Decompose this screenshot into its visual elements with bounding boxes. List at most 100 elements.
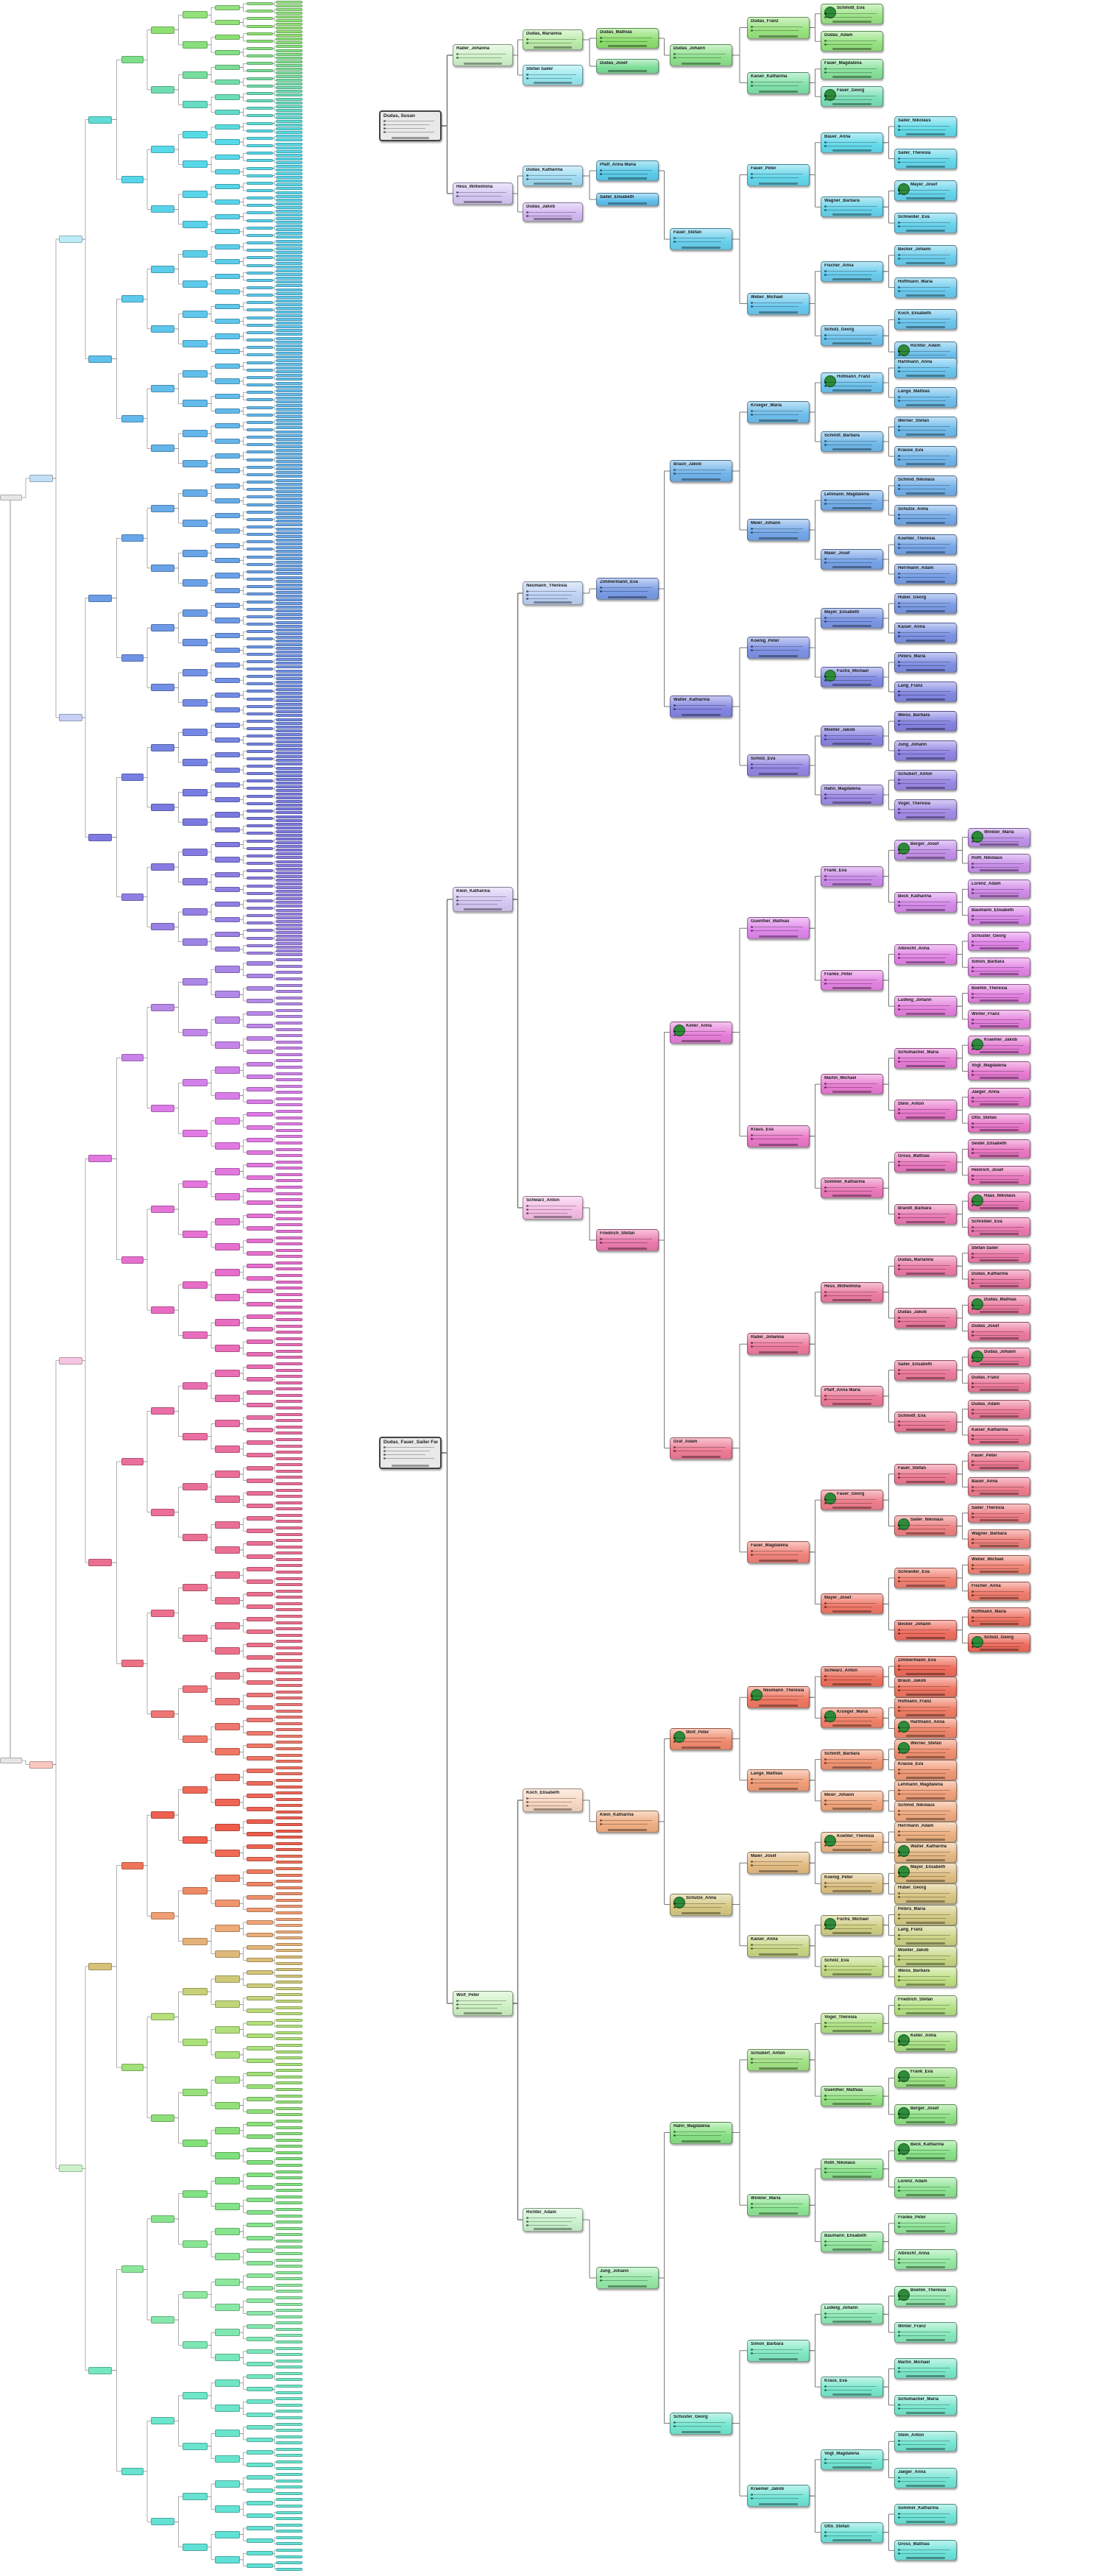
person-card[interactable]: Stefan Sailer [523, 65, 583, 85]
person-card[interactable]: Jung_Johann [596, 2267, 659, 2289]
person-card[interactable]: Schmitt_Barbara [821, 431, 883, 452]
person-card[interactable]: Schulz_Georg [821, 325, 883, 347]
person-card[interactable]: Koch_Elisabeth [894, 309, 957, 330]
person-card[interactable]: Dudas_Adam [821, 31, 883, 52]
person-card[interactable]: Heinrich_Josef [968, 1165, 1030, 1185]
person-card[interactable]: Dudas_Mathias [596, 28, 659, 49]
person-card[interactable]: Sommer_Katharina [821, 1178, 883, 1199]
person-card[interactable]: Schulze_Anna [894, 505, 957, 526]
person-card[interactable]: Vogel_Theresia [821, 2013, 883, 2034]
person-card[interactable]: Wagner_Barbara [968, 1529, 1030, 1549]
person-card[interactable]: Krause_Eva [894, 446, 957, 467]
person-card[interactable]: Guenther_Mathias [821, 2086, 883, 2107]
person-card[interactable]: Schwarz_Anton [821, 1666, 883, 1688]
person-card[interactable]: Koenig_Peter [747, 637, 810, 659]
person-card[interactable]: Seidel_Elisabeth [968, 1139, 1030, 1159]
person-card[interactable]: Zimmermann_Eva [894, 1656, 957, 1677]
person-card[interactable]: Fauer_Magdalena [747, 1540, 810, 1563]
person-card[interactable]: Koenig_Peter [821, 1873, 883, 1894]
person-card[interactable]: Otto_Stefan [821, 2522, 883, 2543]
person-card[interactable]: Beck_Katharina [894, 891, 957, 913]
person-card[interactable]: Braun_Jakob [670, 460, 732, 482]
root-person-card[interactable]: Dudas, Susan [379, 110, 442, 141]
person-card[interactable]: Peters_Maria [894, 652, 957, 673]
person-card[interactable]: Boehm_Theresia [894, 2285, 957, 2307]
person-card[interactable]: Dudas_Josef [968, 1321, 1030, 1341]
person-card[interactable]: Schubert_Anton [894, 770, 957, 790]
person-card[interactable]: Sailer_Elisabeth [596, 193, 659, 206]
person-card[interactable]: Graf_Adam [670, 1437, 732, 1459]
person-card[interactable]: Vogt_Magdalena [821, 2449, 883, 2470]
person-card[interactable]: Fuchs_Michael [821, 667, 883, 687]
person-card[interactable]: Hofmann_Franz [821, 372, 883, 393]
person-card[interactable]: Roth_Nikolaus [968, 853, 1030, 873]
person-card[interactable]: Dudas_Jakob [523, 202, 583, 222]
person-card[interactable]: Schmidt_Eva [821, 3, 883, 24]
person-card[interactable]: Roth_Nikolaus [821, 2158, 883, 2179]
person-card[interactable]: Keller_Anna [670, 1021, 732, 1044]
person-card[interactable]: Stein_Anton [894, 2431, 957, 2452]
person-card[interactable]: Jung_Johann [894, 740, 957, 761]
person-card[interactable]: Schumacher_Maria [894, 1047, 957, 1069]
person-card[interactable]: Mayer_Josef [821, 1593, 883, 1615]
person-card[interactable]: Sailer_Theresia [968, 1503, 1030, 1523]
person-card[interactable]: Becker_Johann [894, 1619, 957, 1641]
person-card[interactable]: Krueger_Maria [747, 401, 810, 423]
person-card[interactable]: Rader_Johanna [453, 44, 513, 66]
person-card[interactable]: Weiss_Barbara [894, 711, 957, 732]
person-card[interactable]: Weber_Michael [747, 292, 810, 315]
person-card[interactable]: Jaeger_Anna [968, 1087, 1030, 1107]
person-card[interactable]: Neumann_Theresia [747, 1686, 810, 1709]
person-card[interactable]: Herrmann_Adam [894, 1822, 957, 1843]
person-card[interactable]: Koehler_Theresia [821, 1832, 883, 1853]
person-card[interactable]: Sailer_Elisabeth [894, 1359, 957, 1381]
person-card[interactable]: Weiss_Barbara [894, 1966, 957, 1987]
person-card[interactable]: Klein_Katharina [453, 887, 513, 912]
person-card[interactable]: Richter_Adam [523, 2208, 583, 2232]
person-card[interactable]: Winter_Franz [968, 1009, 1030, 1029]
person-card[interactable]: Scholz_Eva [747, 754, 810, 776]
person-card[interactable]: Schreiber_Eva [968, 1217, 1030, 1237]
person-card[interactable]: Friedrich_Stefan [894, 1995, 957, 2016]
person-card[interactable]: Kraus_Eva [821, 2377, 883, 2398]
person-card[interactable]: Maier_Josef [747, 1852, 810, 1875]
person-card[interactable]: Wolf_Peter [670, 1727, 732, 1750]
person-card[interactable]: Hofmann_Franz [894, 1697, 957, 1719]
person-card[interactable]: Schmidt_Eva [894, 1412, 957, 1433]
person-card[interactable]: Baumann_Elisabeth [821, 2231, 883, 2252]
person-card[interactable]: Friedrich_Stefan [596, 1229, 659, 1251]
person-card[interactable]: Koch_Elisabeth [523, 1788, 583, 1812]
person-card[interactable]: Hoffmann_Maria [968, 1607, 1030, 1627]
person-card[interactable]: Koehler_Theresia [894, 534, 957, 555]
person-card[interactable]: Fauer_Peter [747, 163, 810, 186]
person-card[interactable]: Sommer_Katharina [894, 2503, 957, 2524]
person-card[interactable]: Frank_Eva [894, 2067, 957, 2089]
person-card[interactable]: Albrecht_Anna [894, 944, 957, 965]
person-card[interactable]: Fauer_Magdalena [821, 58, 883, 79]
person-card[interactable]: Stefan Sailer [968, 1243, 1030, 1263]
root-person-card[interactable]: Dudas_Fauer_Sailer Family [379, 1437, 442, 1469]
person-card[interactable]: Dudas_Josef [596, 59, 659, 74]
person-card[interactable]: Mayer_Josef [894, 180, 957, 202]
person-card[interactable]: Lehmann_Magdalena [821, 490, 883, 511]
person-card[interactable]: Kaiser_Katharina [747, 71, 810, 94]
person-card[interactable]: Zimmermann_Eva [596, 578, 659, 600]
person-card[interactable]: Schneider_Eva [894, 213, 957, 234]
person-card[interactable]: Hartmann_Anna [894, 1718, 957, 1739]
person-card[interactable]: Scholz_Eva [821, 1956, 883, 1977]
person-card[interactable]: Dudas_Johann [968, 1347, 1030, 1367]
person-card[interactable]: Schwarz_Anton [523, 1196, 583, 1220]
person-card[interactable]: Winter_Franz [894, 2322, 957, 2343]
person-card[interactable]: Peters_Maria [894, 1904, 957, 1925]
person-card[interactable]: Dudas, Marianna [894, 1256, 957, 1277]
person-card[interactable]: Keller_Anna [894, 2031, 957, 2053]
person-card[interactable]: Schuster_Georg [968, 931, 1030, 951]
person-card[interactable]: Rader_Johanna [747, 1333, 810, 1356]
person-card[interactable]: Bauer_Anna [968, 1477, 1030, 1497]
person-card[interactable]: Gross_Mathias [894, 1152, 957, 1173]
person-card[interactable]: Stein_Anton [894, 1100, 957, 1121]
person-card[interactable]: Simon_Barbara [747, 2339, 810, 2362]
person-card[interactable]: Franke_Peter [894, 2212, 957, 2234]
person-card[interactable]: Guenther_Mathias [747, 917, 810, 940]
person-card[interactable]: Moeller_Jakob [821, 726, 883, 746]
